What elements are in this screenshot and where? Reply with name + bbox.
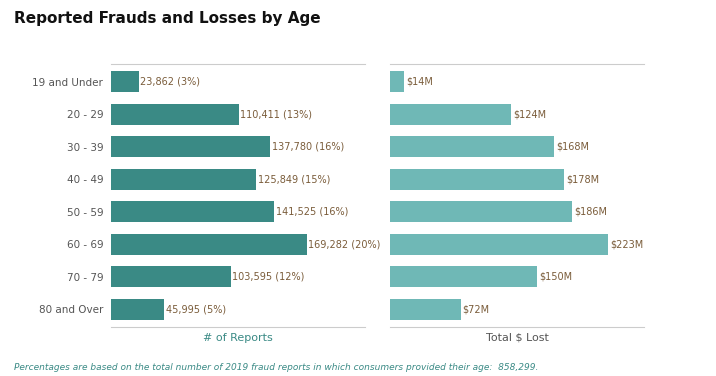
Bar	[390, 266, 537, 287]
Bar	[390, 136, 554, 157]
Bar	[390, 201, 572, 222]
Bar	[111, 266, 231, 287]
X-axis label: Total $ Lost: Total $ Lost	[486, 333, 548, 343]
Bar	[390, 299, 460, 320]
X-axis label: # of Reports: # of Reports	[203, 333, 273, 343]
Text: 23,862 (3%): 23,862 (3%)	[140, 77, 200, 87]
Text: $150M: $150M	[539, 272, 572, 282]
Text: Percentages are based on the total number of 2019 fraud reports in which consume: Percentages are based on the total numbe…	[14, 363, 538, 372]
Bar	[111, 201, 274, 222]
Bar	[111, 104, 238, 125]
Text: $168M: $168M	[556, 142, 589, 152]
Text: 125,849 (15%): 125,849 (15%)	[258, 174, 331, 184]
Text: Reported Frauds and Losses by Age: Reported Frauds and Losses by Age	[14, 11, 321, 26]
Bar	[111, 71, 139, 92]
Text: $223M: $223M	[610, 239, 644, 249]
Bar	[390, 169, 564, 190]
Bar	[390, 234, 608, 255]
Text: 45,995 (5%): 45,995 (5%)	[166, 304, 226, 314]
Text: $178M: $178M	[566, 174, 599, 184]
Text: 103,595 (12%): 103,595 (12%)	[233, 272, 305, 282]
Text: 141,525 (16%): 141,525 (16%)	[276, 207, 349, 217]
Text: $72M: $72M	[463, 304, 490, 314]
Text: 169,282 (20%): 169,282 (20%)	[309, 239, 381, 249]
Bar	[111, 299, 164, 320]
Bar	[111, 136, 270, 157]
Text: $124M: $124M	[513, 109, 546, 119]
Bar	[111, 169, 256, 190]
Text: $186M: $186M	[574, 207, 607, 217]
Text: 137,780 (16%): 137,780 (16%)	[272, 142, 344, 152]
Bar	[390, 104, 511, 125]
Bar	[111, 234, 306, 255]
Text: $14M: $14M	[406, 77, 432, 87]
Text: 110,411 (13%): 110,411 (13%)	[241, 109, 312, 119]
Bar	[390, 71, 404, 92]
